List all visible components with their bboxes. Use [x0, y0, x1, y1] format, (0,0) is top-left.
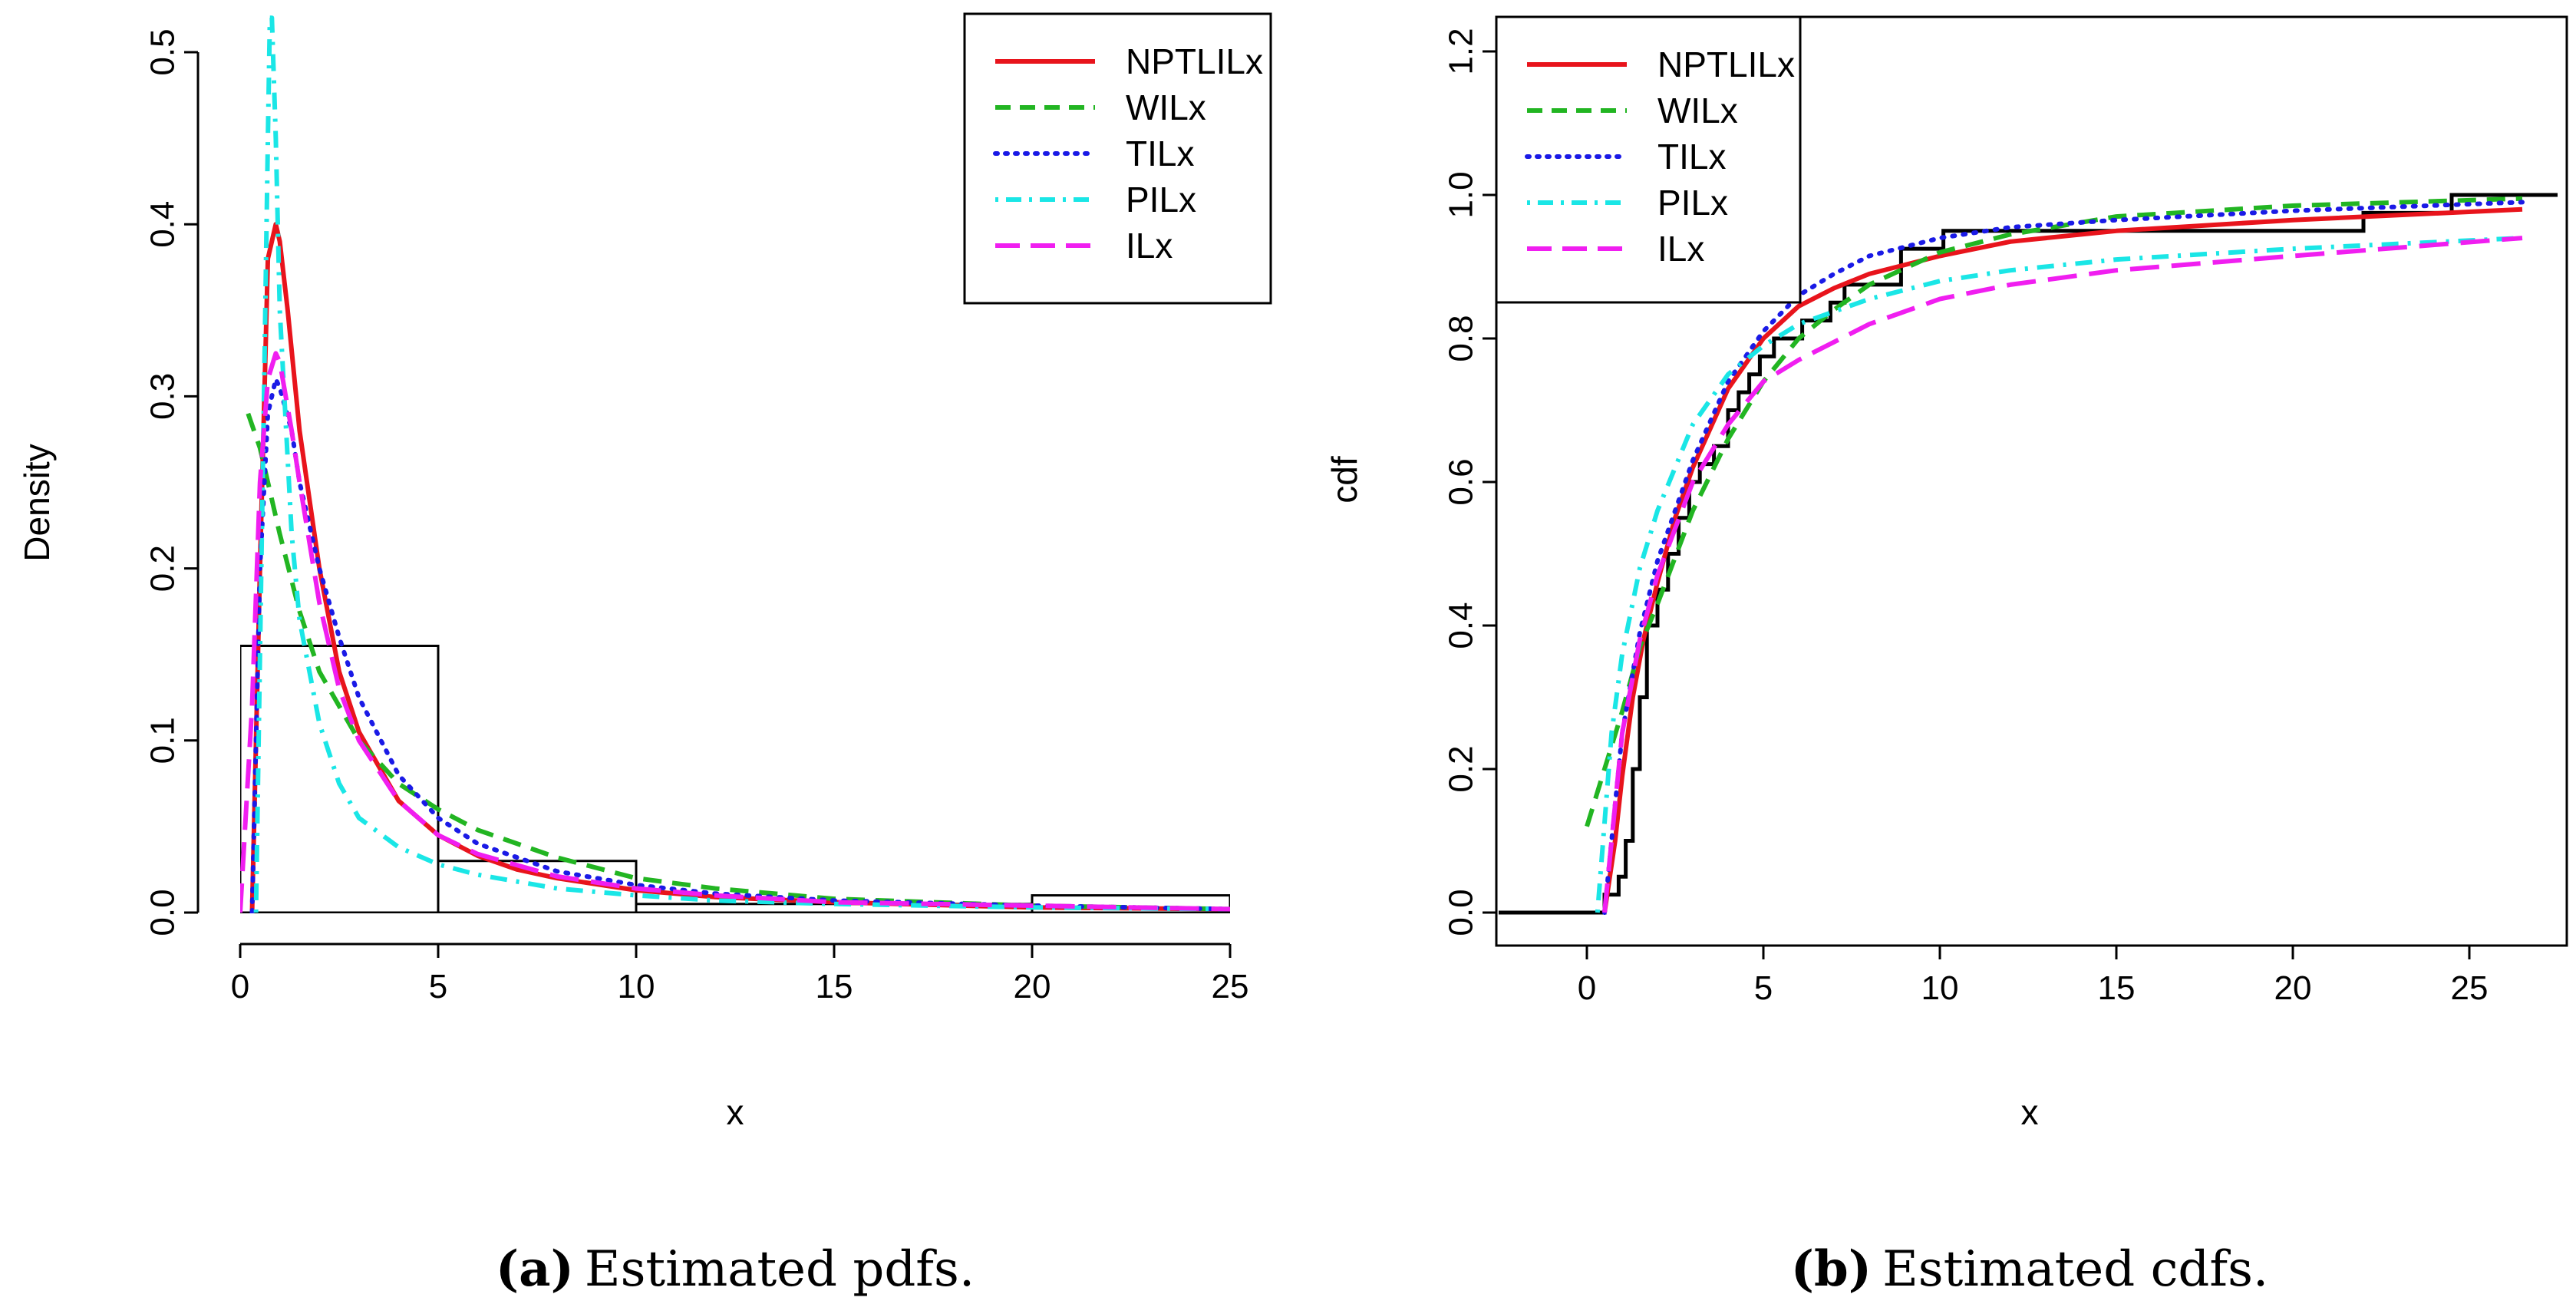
y-axis-title: Density	[17, 444, 57, 561]
y-tick-label: 1.0	[1443, 171, 1480, 218]
x-tick-label: 5	[429, 968, 447, 1005]
x-tick-label: 10	[1921, 969, 1959, 1007]
ecdf-step-line	[1499, 193, 2558, 915]
x-tick-label: 0	[231, 968, 249, 1005]
caption-label: (b)	[1791, 1240, 1872, 1298]
y-tick-label: 0.1	[144, 717, 182, 764]
y-tick-label: 0.0	[144, 889, 182, 936]
legend-label: NPTLILx	[1126, 41, 1263, 81]
y-tick-label: 0.8	[1443, 315, 1480, 361]
legend-label: ILx	[1657, 229, 1704, 269]
y-tick-label: 0.2	[1443, 745, 1480, 792]
legend-label: NPTLILx	[1657, 45, 1795, 84]
series-line-pilx	[253, 15, 1230, 913]
x-axis: 0 5 10 15 20 25	[231, 943, 1249, 1005]
legend-label: WILx	[1657, 91, 1738, 130]
series-line-tilx	[1602, 200, 2525, 915]
x-tick-label: 20	[1014, 968, 1051, 1005]
x-axis-title: x	[2021, 1092, 2039, 1132]
plot-area	[1499, 193, 2558, 915]
y-tick-label: 0.0	[1443, 889, 1480, 936]
caption: (a) Estimated pdfs.	[496, 1240, 975, 1298]
y-tick-label: 1.2	[1443, 28, 1480, 74]
y-axis: 0.0 0.2 0.4 0.6 0.8 1.0 1.2	[1443, 28, 1496, 936]
series-line-ilx	[240, 351, 1230, 913]
x-tick-label: 25	[2451, 969, 2489, 1007]
x-tick-label: 15	[2098, 969, 2136, 1007]
legend-label: PILx	[1657, 183, 1728, 223]
caption-text: Estimated pdfs.	[585, 1241, 975, 1298]
panel-b-cdf: 0.0 0.2 0.4 0.6 0.8 1.0 1.2 0 5 10 15 20 25 x cdf NPTLI…	[1324, 15, 2568, 1298]
series-line-nptlilx	[249, 222, 1230, 913]
caption-text: Estimated cdfs.	[1882, 1241, 2268, 1298]
x-tick-label: 10	[618, 968, 655, 1005]
histogram-bar	[240, 644, 440, 913]
x-axis: 0 5 10 15 20 25	[1578, 946, 2489, 1007]
caption: (b) Estimated cdfs.	[1791, 1240, 2269, 1298]
x-tick-label: 20	[2274, 969, 2312, 1007]
panel-a-pdf: 0.0 0.1 0.2 0.3 0.4 0.5 0 5 10 15 20 25 x Density NPTL…	[17, 12, 1272, 1298]
legend-label: ILx	[1126, 226, 1173, 266]
caption-label: (a)	[496, 1240, 574, 1298]
y-tick-label: 0.5	[144, 28, 182, 75]
legend: NPTLILx WILx TILx PILx ILx	[963, 12, 1272, 305]
legend-label: WILx	[1126, 87, 1206, 127]
series-line-pilx	[1595, 236, 2523, 913]
x-tick-label: 0	[1578, 969, 1596, 1007]
y-tick-label: 0.3	[144, 373, 182, 420]
legend-label: PILx	[1126, 180, 1196, 220]
x-tick-label: 15	[816, 968, 853, 1005]
x-axis-title: x	[727, 1092, 744, 1132]
series-line-ilx	[1602, 236, 2523, 913]
series-line-nptlilx	[1602, 206, 2523, 913]
y-tick-label: 0.6	[1443, 458, 1480, 505]
legend-label: TILx	[1126, 134, 1194, 173]
y-axis: 0.0 0.1 0.2 0.3 0.4 0.5	[144, 28, 200, 936]
legend: NPTLILx WILx TILx PILx ILx	[1495, 15, 1802, 304]
x-tick-label: 5	[1754, 969, 1773, 1007]
y-tick-label: 0.2	[144, 545, 182, 592]
y-tick-label: 0.4	[144, 201, 182, 248]
y-axis-title: cdf	[1324, 456, 1364, 503]
plot-area	[240, 15, 1230, 913]
y-tick-label: 0.4	[1443, 602, 1480, 649]
legend-label: TILx	[1657, 137, 1726, 177]
x-tick-label: 25	[1212, 968, 1249, 1005]
series-line-wilx	[246, 412, 1230, 912]
